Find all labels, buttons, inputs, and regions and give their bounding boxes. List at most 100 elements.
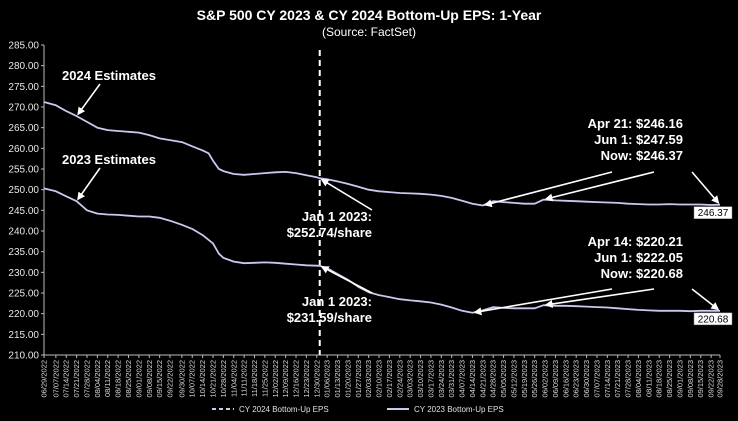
x-tick-label: 12/23/2022 — [302, 360, 311, 398]
x-tick-label: 03/31/2023 — [447, 360, 456, 398]
x-tick-label: 06/30/2023 — [582, 360, 591, 398]
y-tick-label: 280.00 — [8, 61, 39, 72]
x-tick-label: 08/18/2022 — [114, 360, 123, 398]
ann-jan1-2024-line: $252.74/share — [287, 225, 372, 240]
x-tick-label: 05/19/2023 — [520, 360, 529, 398]
y-tick-label: 220.00 — [8, 309, 39, 320]
x-tick-label: 09/01/2022 — [134, 360, 143, 398]
x-tick-label: 08/18/2023 — [655, 360, 664, 398]
annotation-arrow — [691, 288, 720, 311]
x-tick-label: 06/16/2023 — [561, 360, 570, 398]
x-tick-label: 06/02/2023 — [541, 360, 550, 398]
y-tick-label: 215.00 — [8, 330, 39, 341]
x-tick-label: 12/16/2022 — [292, 360, 301, 398]
x-tick-label: 02/03/2023 — [364, 360, 373, 398]
legend-label-1: CY 2023 Bottom-Up EPS — [414, 405, 504, 414]
x-tick-label: 04/14/2023 — [468, 360, 477, 398]
end-value-box — [693, 206, 733, 219]
legend-label-0: CY 2024 Bottom-Up EPS — [239, 405, 329, 414]
end-value-box — [693, 312, 733, 326]
x-tick-label: 08/04/2022 — [93, 360, 102, 398]
ann-2023-right-line: Apr 14: $220.21 — [588, 234, 683, 249]
x-tick-label: 07/07/2023 — [592, 360, 601, 398]
x-tick-label: 03/03/2023 — [406, 360, 415, 398]
y-tick-label: 235.00 — [8, 247, 39, 258]
x-tick-label: 10/14/2022 — [198, 360, 207, 398]
x-tick-label: 09/15/2022 — [155, 360, 164, 398]
annotation-arrow — [320, 178, 373, 211]
y-tick-label: 285.00 — [8, 41, 39, 52]
annotation-arrow — [77, 83, 101, 116]
ann-2024-right-line: Jun 1: $247.59 — [594, 132, 683, 147]
x-tick-label: 11/25/2022 — [260, 360, 269, 397]
ann-2023-right-line: Jun 1: $222.05 — [594, 250, 683, 265]
x-tick-label: 07/07/2022 — [51, 360, 60, 398]
annotation-arrow — [544, 171, 655, 202]
x-tick-label: 06/09/2023 — [551, 360, 560, 398]
ann-2023-estimates-line: 2023 Estimates — [62, 152, 156, 167]
x-tick-label: 02/24/2023 — [395, 360, 404, 398]
x-tick-label: 01/27/2023 — [354, 360, 363, 398]
x-tick-label: 04/21/2023 — [478, 360, 487, 398]
x-tick-label: 04/07/2023 — [458, 360, 467, 398]
x-tick-label: 01/20/2023 — [343, 360, 352, 398]
ann-2024-right-line: Now: $246.37 — [601, 148, 683, 163]
x-tick-label: 07/14/2022 — [62, 360, 71, 398]
x-tick-label: 10/28/2022 — [219, 360, 228, 398]
annotation-arrow — [691, 171, 720, 204]
ann-2024-right-line: Apr 21: $246.16 — [588, 116, 683, 131]
y-tick-label: 245.00 — [8, 206, 39, 217]
x-tick-label: 09/15/2023 — [696, 360, 705, 398]
x-tick-label: 01/13/2023 — [333, 360, 342, 398]
x-tick-label: 08/25/2022 — [124, 360, 133, 398]
x-tick-label: 03/24/2023 — [437, 360, 446, 398]
chart-title: S&P 500 CY 2023 & CY 2024 Bottom-Up EPS:… — [197, 7, 542, 23]
ann-jan1-2024-line: Jan 1 2023: — [302, 209, 372, 224]
x-tick-label: 12/09/2022 — [281, 360, 290, 398]
x-tick-label: 12/02/2022 — [271, 360, 280, 398]
y-axis: 285.00 280.00 275.00 270.00 265.00 260.00 255.… — [8, 41, 45, 362]
x-tick-label: 08/11/2023 — [644, 360, 653, 397]
annotation-arrow — [320, 266, 373, 294]
x-tick-label: 03/10/2023 — [416, 360, 425, 398]
x-tick-label: 08/25/2023 — [665, 360, 674, 398]
x-tick-label: 02/17/2023 — [385, 360, 394, 398]
ann-jan1-2023-line: $231.59/share — [287, 310, 372, 325]
annotation-arrow — [483, 171, 613, 208]
x-tick-label: 10/21/2022 — [209, 360, 218, 398]
x-tick-label: 09/08/2022 — [145, 360, 154, 398]
end-value-label: 220.68 — [698, 314, 729, 325]
y-tick-label: 255.00 — [8, 165, 39, 176]
annotation-arrow — [544, 288, 655, 308]
y-tick-label: 260.00 — [8, 144, 39, 155]
x-tick-label: 04/28/2023 — [489, 360, 498, 398]
x-tick-label: 09/28/2023 — [716, 360, 725, 398]
y-tick-label: 270.00 — [8, 103, 39, 114]
series-line-cy2023 — [43, 187, 721, 314]
y-tick-label: 225.00 — [8, 289, 39, 300]
y-tick-label: 250.00 — [8, 185, 39, 196]
x-tick-label: 07/21/2023 — [613, 360, 622, 398]
annotation-arrow — [473, 288, 613, 316]
end-value-label: 246.37 — [698, 208, 729, 219]
x-tick-label: 02/10/2023 — [375, 360, 384, 398]
x-tick-label: 11/18/2022 — [250, 360, 259, 397]
x-tick-label: 08/11/2022 — [103, 360, 112, 397]
y-tick-label: 275.00 — [8, 82, 39, 93]
x-tick-label: 01/06/2023 — [323, 360, 332, 398]
x-tick-label: 09/22/2023 — [707, 360, 716, 398]
x-tick-label: 09/30/2022 — [177, 360, 186, 398]
y-tick-label: 240.00 — [8, 227, 39, 238]
legend: CY 2024 Bottom-Up EPS CY 2023 Bottom-Up E… — [212, 405, 504, 414]
y-tick-label: 230.00 — [8, 268, 39, 279]
x-tick-label: 12/30/2022 — [312, 360, 321, 398]
x-tick-label: 11/11/2022 — [240, 360, 249, 396]
plot-area: 246.37 220.68 — [43, 50, 733, 355]
series-line-cy2024 — [43, 101, 721, 207]
x-tick-label: 06/29/2022 — [40, 360, 49, 398]
x-tick-label: 07/14/2023 — [603, 360, 612, 398]
y-tick-label: 210.00 — [8, 351, 39, 362]
